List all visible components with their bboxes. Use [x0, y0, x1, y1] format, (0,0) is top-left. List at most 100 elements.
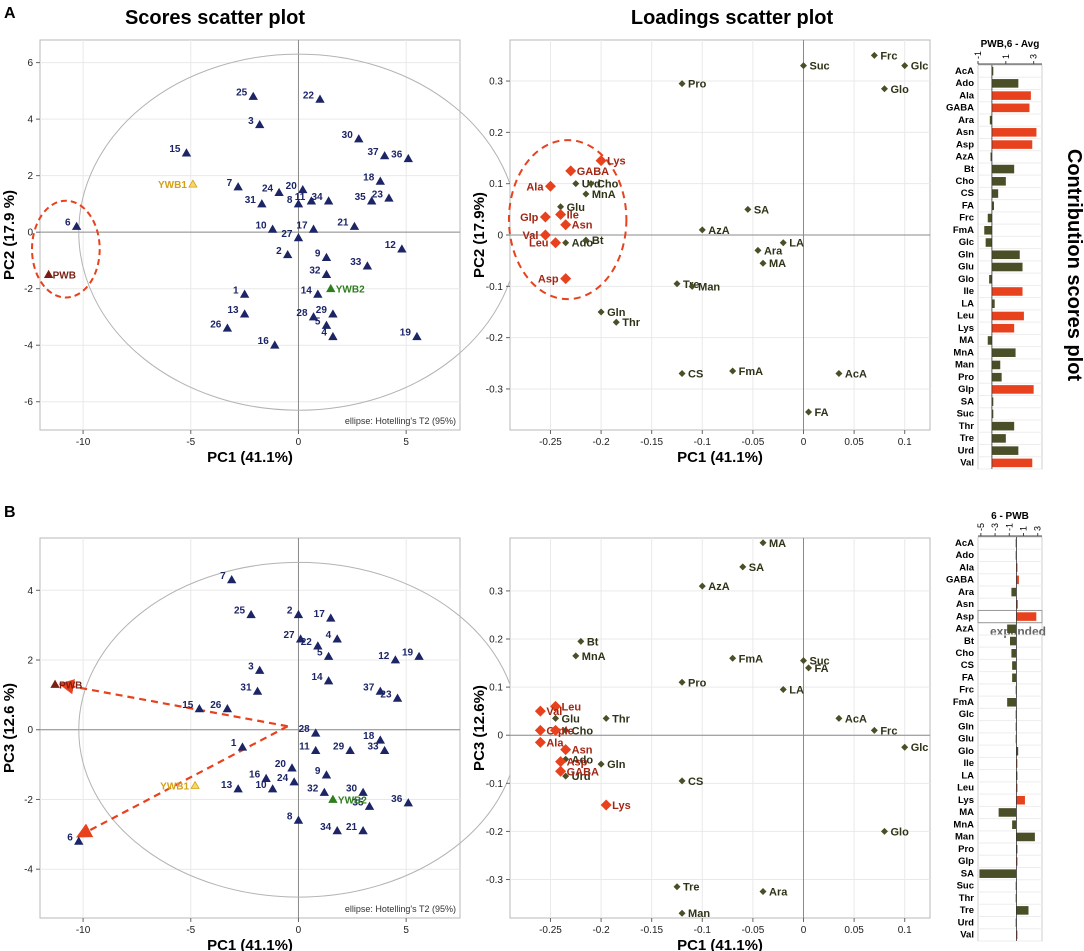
contrib-bar — [991, 458, 1033, 468]
loading-marker — [557, 203, 565, 211]
loading-label: Glc — [911, 742, 929, 754]
score-label: 26 — [210, 319, 222, 330]
x-axis-label: PC1 (41.1%) — [207, 449, 293, 466]
contrib-bar — [1016, 857, 1018, 866]
contrib-bar — [991, 421, 1015, 431]
ellipse-note: ellipse: Hotelling's T2 (95%) — [345, 416, 456, 426]
x-tick-label: -0.15 — [640, 925, 663, 936]
contrib-category-label: MnA — [953, 347, 974, 358]
score-marker — [306, 196, 317, 205]
score-label: 25 — [236, 88, 248, 99]
score-label: 34 — [311, 192, 323, 203]
contrib-bar — [985, 238, 992, 247]
y-tick-label: -4 — [24, 341, 33, 352]
contrib-category-label: MnA — [953, 819, 974, 830]
score-marker — [321, 320, 332, 329]
score-marker — [326, 283, 336, 293]
score-label: 23 — [380, 689, 392, 700]
contrib-tick-label: 3 — [1029, 54, 1039, 59]
score-label: 27 — [281, 229, 293, 240]
loading-marker — [729, 654, 737, 662]
highlight-cluster-ellipse — [507, 139, 628, 301]
loading-label: Glu — [567, 202, 585, 214]
contrib-category-label: Man — [955, 360, 974, 371]
loading-label: FA — [815, 663, 829, 675]
score-marker — [332, 634, 342, 643]
expanded-label: expanded — [990, 625, 1046, 639]
loading-marker — [901, 62, 909, 70]
score-marker — [414, 651, 424, 660]
score-marker — [354, 134, 364, 143]
contrib-bar — [991, 311, 1024, 321]
x-tick-label: -10 — [76, 925, 91, 936]
score-label: 21 — [337, 218, 349, 229]
contrib-category-label: Suc — [957, 881, 974, 892]
contrib-category-label: Gln — [958, 721, 974, 732]
contrib-category-label: Gln — [958, 249, 974, 260]
contrib-bar — [1012, 820, 1017, 829]
score-label: 10 — [255, 220, 267, 231]
loading-marker — [582, 190, 590, 198]
score-label: 3 — [248, 116, 254, 127]
x-tick-label: 5 — [403, 437, 409, 448]
contrib-category-label: Glu — [958, 734, 974, 745]
y-tick-label: -0.3 — [486, 384, 504, 395]
contrib-bar — [991, 409, 994, 419]
loading-marker — [805, 408, 813, 416]
score-marker — [50, 679, 60, 688]
score-label: 23 — [372, 189, 384, 200]
score-marker — [379, 151, 390, 160]
score-marker — [392, 693, 403, 702]
score-marker — [295, 634, 306, 643]
score-marker — [246, 609, 256, 619]
expanded-row-box — [977, 609, 1043, 624]
loading-marker — [901, 743, 909, 751]
contrib-bar — [991, 177, 1006, 186]
contrib-category-label: Ala — [959, 562, 975, 573]
score-marker — [255, 119, 265, 129]
contrib-tick-label: -5 — [976, 523, 986, 531]
contrib-category-label: MA — [959, 807, 974, 818]
loading-marker — [759, 259, 767, 267]
score-marker — [362, 261, 373, 270]
x-tick-label: -5 — [186, 925, 195, 936]
loading-label: Ala — [526, 181, 544, 193]
contrib-bar — [979, 869, 1017, 878]
score-label: 7 — [227, 178, 233, 189]
y-axis-label: PC2 (17.9 %) — [1, 190, 18, 280]
score-marker — [358, 826, 368, 835]
score-label: 15 — [182, 700, 194, 711]
score-marker — [328, 309, 338, 318]
contrib-bar — [1016, 759, 1018, 768]
loading-marker — [612, 318, 620, 326]
contrib-tick-label: 1 — [1019, 526, 1029, 531]
score-marker — [190, 780, 200, 789]
score-marker — [308, 224, 319, 233]
contrib-bar — [987, 336, 992, 345]
score-label: 9 — [315, 249, 321, 260]
loading-label: Lys — [612, 800, 631, 812]
score-marker — [248, 91, 258, 100]
loading-marker — [678, 777, 686, 785]
contrib-category-label: Asp — [956, 139, 974, 150]
contrib-category-label: LA — [961, 770, 974, 781]
contrib-category-label: Asn — [956, 127, 974, 138]
loading-marker — [880, 827, 888, 835]
score-marker — [319, 787, 329, 796]
contrib-category-label: Glc — [959, 709, 974, 720]
score-label: 17 — [296, 220, 308, 231]
contrib-category-label: Thr — [959, 893, 975, 904]
y-tick-label: 4 — [27, 586, 33, 597]
contrib-category-label: FmA — [953, 697, 974, 708]
loading-label: Glp — [520, 212, 539, 224]
score-marker — [255, 665, 265, 674]
y-tick-label: 0 — [27, 725, 33, 736]
loading-label: Ile — [567, 209, 579, 221]
score-label: 5 — [315, 316, 321, 327]
loading-marker — [739, 563, 747, 571]
contrib-bar — [1016, 746, 1019, 756]
score-marker — [412, 331, 422, 341]
score-marker — [43, 269, 54, 278]
